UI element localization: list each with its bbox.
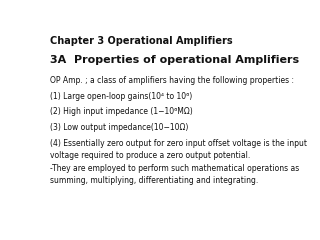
Text: 3A  Properties of operational Amplifiers: 3A Properties of operational Amplifiers: [50, 55, 299, 65]
Text: -They are employed to perform such mathematical operations as
summing, multiplyi: -They are employed to perform such mathe…: [50, 164, 299, 185]
Text: OP Amp. ; a class of amplifiers having the following properties :: OP Amp. ; a class of amplifiers having t…: [50, 76, 294, 85]
Text: Chapter 3 Operational Amplifiers: Chapter 3 Operational Amplifiers: [50, 36, 233, 46]
Text: (4) Essentially zero output for zero input offset voltage is the input
voltage r: (4) Essentially zero output for zero inp…: [50, 139, 307, 160]
Text: (1) Large open-loop gains(10⁴ to 10⁶): (1) Large open-loop gains(10⁴ to 10⁶): [50, 92, 192, 101]
Text: (3) Low output impedance(10−10Ω): (3) Low output impedance(10−10Ω): [50, 123, 188, 132]
Text: (2) High input impedance (1−10⁶MΩ): (2) High input impedance (1−10⁶MΩ): [50, 107, 193, 116]
